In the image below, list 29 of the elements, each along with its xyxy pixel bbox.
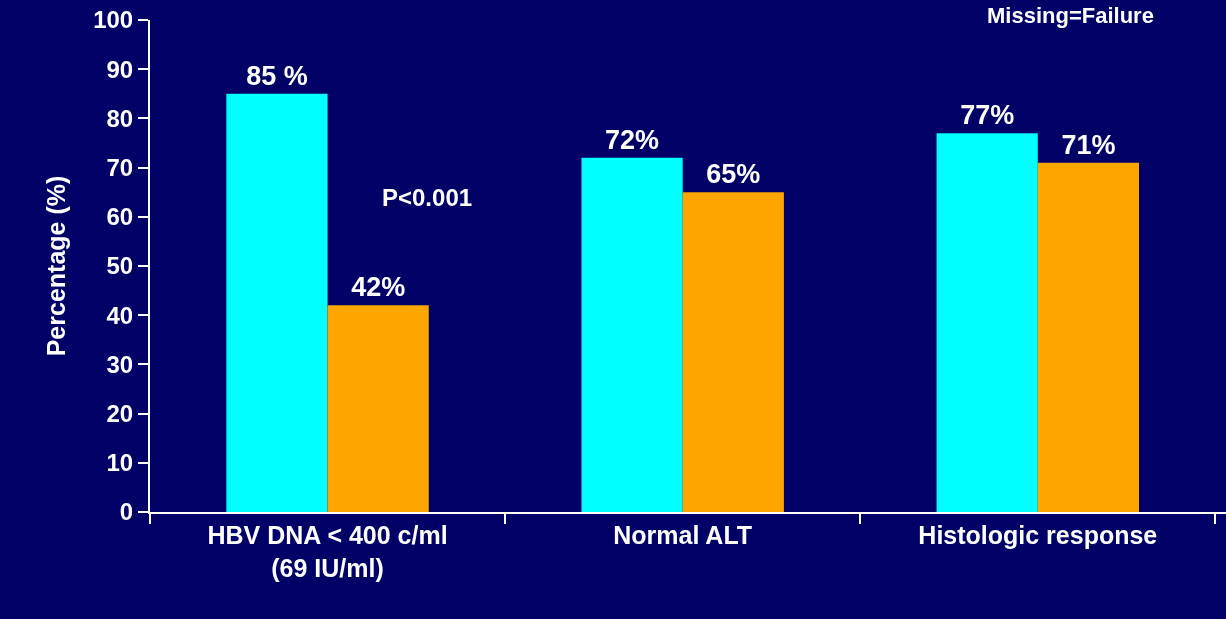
data-label: 65% [706,159,761,190]
x-tick-label: Normal ALT [613,521,753,549]
bar [682,192,784,512]
bar [327,305,429,512]
x-tick-label: HBV DNA < 400 c/ml (69 IU/ml) [207,521,448,582]
bar [1037,162,1139,512]
y-tick-label: 50 [106,252,134,280]
y-tick-label: 20 [106,400,134,427]
y-tick-label: 60 [106,203,134,231]
data-label: 77% [960,100,1015,131]
y-axis-title: Percentage (%) [42,175,71,357]
y-tick-label: 90 [106,55,134,83]
y-tick-label: 10 [106,449,134,477]
bar [936,133,1038,512]
data-label: 42% [351,272,406,303]
y-tick-label: 80 [106,104,134,132]
y-tick-label: 40 [106,301,134,329]
x-tick-label: Histologic response [918,521,1158,549]
data-label: 72% [605,124,660,155]
y-tick-label: 0 [119,498,134,526]
y-tick-label: 70 [106,154,134,181]
bar [226,93,328,512]
y-tick-label: 30 [106,350,134,378]
data-label: 85 % [246,60,308,91]
bar [581,157,683,512]
annotation: P<0.001 [382,184,473,211]
data-label: 71% [1061,129,1116,160]
annotation: Missing=Failure [987,3,1154,28]
y-tick-label: 100 [93,6,134,34]
